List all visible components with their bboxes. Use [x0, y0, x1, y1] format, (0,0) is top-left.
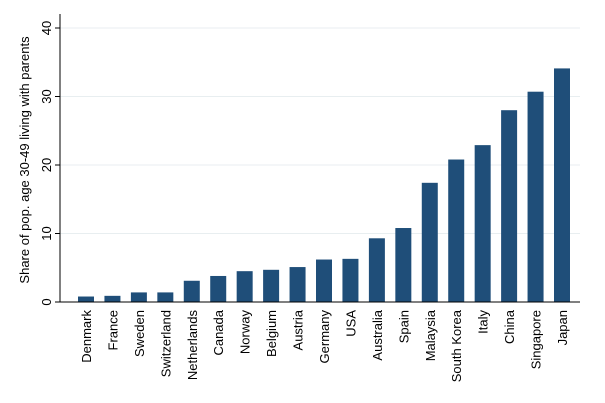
x-tick-label: Germany — [317, 310, 332, 364]
bar-china — [501, 110, 518, 302]
bar-netherlands — [183, 280, 200, 302]
x-tick-label: China — [502, 309, 517, 344]
y-tick-label: 10 — [39, 226, 54, 240]
y-tick-label: 30 — [39, 89, 54, 103]
bar-switzerland — [157, 292, 174, 302]
bar-germany — [316, 259, 332, 302]
x-tick-label: Australia — [370, 309, 385, 360]
bar-belgium — [263, 269, 280, 302]
x-tick-label: USA — [343, 310, 358, 337]
bar-singapore — [527, 91, 544, 302]
x-tick-label: Spain — [396, 310, 411, 343]
bar-australia — [368, 238, 385, 302]
x-tick-label: Norway — [238, 310, 253, 355]
x-tick-label: France — [105, 310, 120, 350]
bar-canada — [210, 275, 227, 302]
bar-austria — [289, 267, 306, 302]
bar-italy — [474, 145, 491, 302]
y-tick-label: 20 — [39, 158, 54, 172]
x-tick-label: Switzerland — [158, 310, 173, 377]
bar-spain — [395, 228, 412, 302]
bar-denmark — [78, 296, 94, 302]
y-axis-title: Share of pop. age 30-49 living with pare… — [17, 36, 32, 284]
x-axis-labels: Denmark France Sweden Switzerland Netherland… — [79, 309, 570, 382]
x-tick-label: Belgium — [264, 310, 279, 357]
bar-norway — [236, 271, 253, 302]
bar-malaysia — [421, 182, 438, 302]
x-tick-label: Austria — [291, 309, 306, 350]
x-tick-label: Netherlands — [185, 310, 200, 381]
x-tick-label: Japan — [555, 310, 570, 345]
bars — [78, 68, 570, 302]
bar-france — [104, 295, 121, 302]
x-tick-label: Sweden — [132, 310, 147, 357]
bar-japan — [554, 68, 570, 302]
x-tick-label: Malaysia — [423, 309, 438, 361]
y-axis-ticks: 0 10 20 30 40 — [39, 21, 60, 306]
bar-south-korea — [448, 159, 465, 302]
x-tick-label: South Korea — [449, 309, 464, 382]
x-tick-label: Denmark — [79, 310, 94, 363]
x-tick-label: Singapore — [529, 310, 544, 369]
bar-sweden — [130, 292, 147, 302]
x-tick-label: Italy — [476, 310, 491, 334]
bar-usa — [342, 258, 359, 302]
y-tick-label: 0 — [39, 298, 54, 305]
x-tick-label: Canada — [211, 309, 226, 355]
y-tick-label: 40 — [39, 21, 54, 35]
gridlines — [60, 27, 580, 234]
